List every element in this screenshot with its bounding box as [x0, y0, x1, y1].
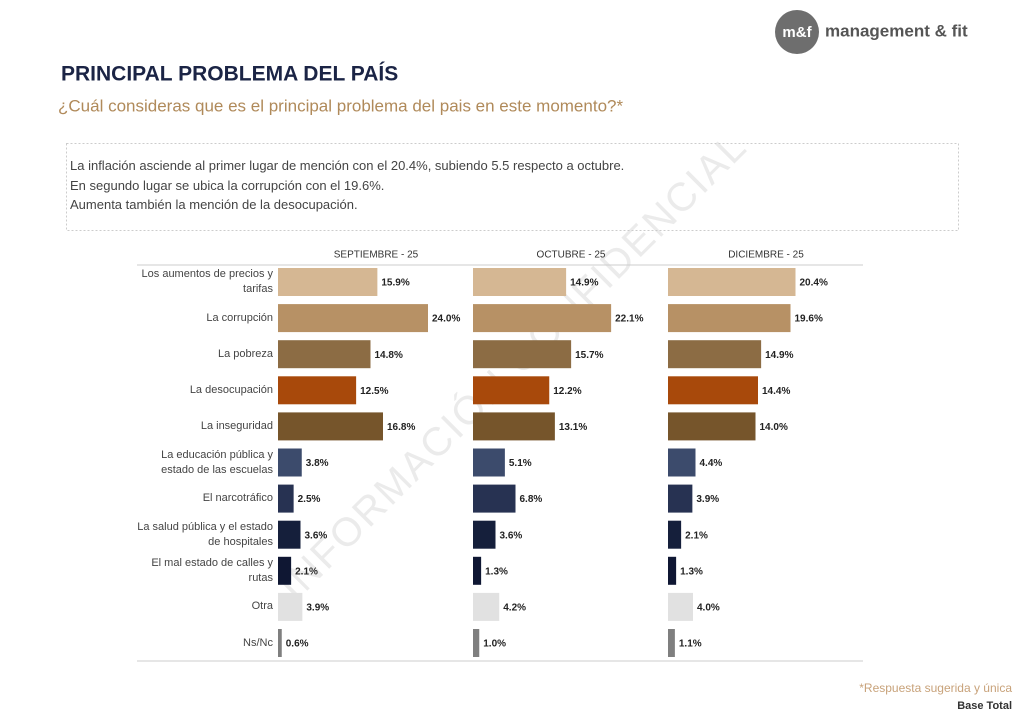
value-label: 6.8%	[520, 494, 543, 505]
bar	[278, 629, 282, 657]
bar	[473, 556, 482, 585]
note-line: La inflación asciende al primer lugar de…	[70, 158, 625, 173]
value-label: 19.6%	[795, 314, 823, 325]
bar	[278, 304, 428, 333]
value-label: 3.6%	[305, 530, 328, 541]
category-label: La corrupción	[206, 311, 273, 324]
category-label: El mal estado de calles y rutas	[151, 556, 273, 584]
bar	[278, 268, 378, 296]
category-label: La desocupación	[189, 383, 273, 396]
bar	[473, 592, 500, 621]
value-label: 4.2%	[503, 603, 526, 614]
value-label: 1.1%	[679, 639, 702, 650]
bar	[668, 304, 791, 333]
value-label: 13.1%	[559, 422, 587, 433]
title: PRINCIPAL PROBLEMA DEL PAÍS	[61, 63, 398, 86]
bar	[278, 412, 383, 441]
bar	[278, 556, 292, 585]
value-label: 2.1%	[295, 566, 318, 577]
value-label: 24.0%	[432, 314, 460, 325]
value-label: 14.9%	[570, 278, 598, 289]
note-line: Aumenta también la mención de la desocup…	[70, 197, 358, 212]
value-label: 3.8%	[306, 458, 329, 469]
category-label: La pobreza	[217, 347, 273, 360]
value-label: 14.4%	[762, 386, 790, 397]
value-label: 14.9%	[765, 350, 793, 361]
category-label: Los aumentos de precios y tarifas	[141, 268, 273, 295]
bar	[473, 268, 567, 296]
category-label: Otra	[251, 600, 273, 613]
bar	[278, 520, 301, 549]
value-label: 3.6%	[500, 530, 523, 541]
bar	[278, 376, 357, 405]
note-line: En segundo lugar se ubica la corrupción …	[70, 177, 385, 193]
value-label: 0.6%	[286, 639, 309, 650]
panel-header: DICIEMBRE - 25	[728, 250, 804, 261]
value-label: 12.5%	[360, 386, 388, 397]
category-label: La educación pública y estado de las esc…	[161, 448, 273, 476]
category-label: La inseguridad	[200, 419, 273, 432]
bar	[668, 376, 758, 405]
bar	[668, 448, 696, 477]
bar	[473, 412, 555, 441]
notes-box	[66, 143, 959, 231]
value-label: 12.2%	[553, 386, 581, 397]
value-label: 20.4%	[800, 278, 828, 289]
value-label: 2.1%	[685, 530, 708, 541]
footnote: *Respuesta sugerida y única	[859, 681, 1012, 695]
subtitle: ¿Cuál consideras que es el principal pro…	[58, 96, 623, 115]
value-label: 1.3%	[485, 566, 508, 577]
panel-header: OCTUBRE - 25	[537, 250, 606, 261]
value-label: 4.4%	[700, 458, 723, 469]
panel-header: SEPTIEMBRE - 25	[334, 250, 419, 261]
category-label: Ns/Nc	[243, 636, 273, 649]
value-label: 14.8%	[375, 350, 403, 361]
value-label: 14.0%	[760, 422, 788, 433]
footnote: Base Total	[957, 700, 1012, 712]
bar	[473, 484, 516, 513]
bar	[473, 629, 480, 657]
value-label: 2.5%	[298, 494, 321, 505]
bar	[473, 448, 505, 477]
bar	[668, 268, 796, 296]
bar	[278, 340, 371, 369]
bar	[668, 340, 762, 369]
value-label: 1.0%	[483, 639, 506, 650]
value-label: 3.9%	[306, 603, 329, 614]
logo-text: management & fit	[825, 21, 968, 40]
value-label: 15.9%	[381, 278, 409, 289]
value-label: 22.1%	[615, 314, 643, 325]
value-label: 1.3%	[680, 566, 703, 577]
category-label: La salud pública y el estado de hospital…	[137, 520, 273, 548]
bar	[668, 484, 693, 513]
value-label: 15.7%	[575, 350, 603, 361]
value-label: 4.0%	[697, 603, 720, 614]
value-label: 16.8%	[387, 422, 415, 433]
bar	[668, 629, 675, 657]
logo-mark: m&f	[782, 24, 812, 41]
bar	[473, 376, 550, 405]
bar	[278, 484, 294, 513]
bar	[278, 592, 303, 621]
category-label: El narcotráfico	[202, 492, 273, 505]
bar	[278, 448, 302, 477]
bar	[473, 520, 496, 549]
value-label: 3.9%	[696, 494, 719, 505]
bar	[473, 340, 572, 369]
bar	[473, 304, 612, 333]
value-label: 5.1%	[509, 458, 532, 469]
bar	[668, 412, 756, 441]
bar	[668, 520, 682, 549]
bar	[668, 556, 677, 585]
logo-circle	[775, 10, 819, 54]
bar	[668, 592, 693, 621]
